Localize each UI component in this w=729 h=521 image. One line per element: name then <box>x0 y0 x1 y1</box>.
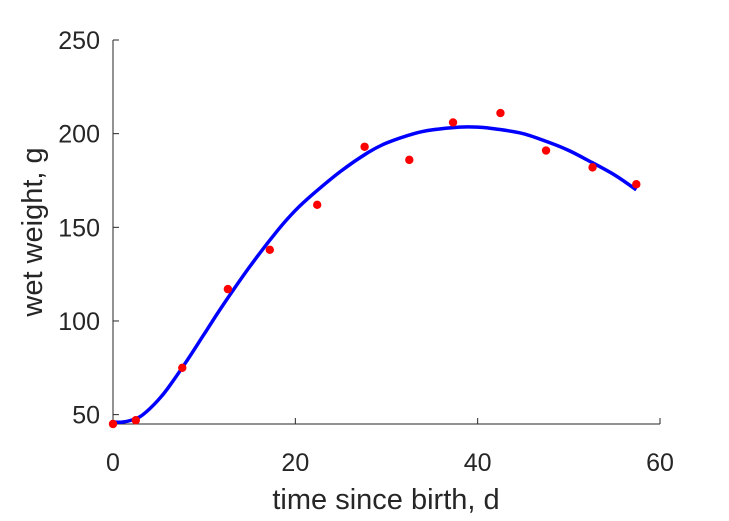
fit-curve-layer <box>112 125 638 425</box>
data-point <box>131 416 140 425</box>
data-point <box>360 142 369 151</box>
data-point <box>178 363 187 373</box>
x-tick-label: 60 <box>646 449 674 477</box>
x-tick-label: 20 <box>281 449 309 477</box>
y-tick-label: 100 <box>58 308 100 336</box>
x-tick-label: 40 <box>464 449 492 477</box>
fit-curve <box>112 125 638 425</box>
y-tick-label: 250 <box>58 27 100 55</box>
data-points-layer <box>108 108 641 429</box>
data-point <box>448 118 458 127</box>
data-point <box>108 419 118 429</box>
data-point <box>588 163 597 172</box>
y-tick-label: 50 <box>72 402 100 430</box>
y-tick-label: 150 <box>58 214 100 242</box>
y-axis-title: wet weight, g <box>17 147 49 317</box>
data-point <box>313 200 322 210</box>
chart-axes <box>112 40 660 425</box>
chart-ticks: 0 20 40 60 50 100 150 200 250 <box>58 27 674 477</box>
data-point <box>265 245 275 254</box>
data-point <box>541 146 551 155</box>
x-tick-label: 0 <box>106 449 120 477</box>
data-point <box>223 284 233 294</box>
x-axis-title: time since birth, d <box>272 484 499 516</box>
data-point <box>632 180 641 189</box>
y-tick-label: 200 <box>58 121 100 149</box>
data-point <box>496 108 505 118</box>
data-point <box>405 155 414 165</box>
